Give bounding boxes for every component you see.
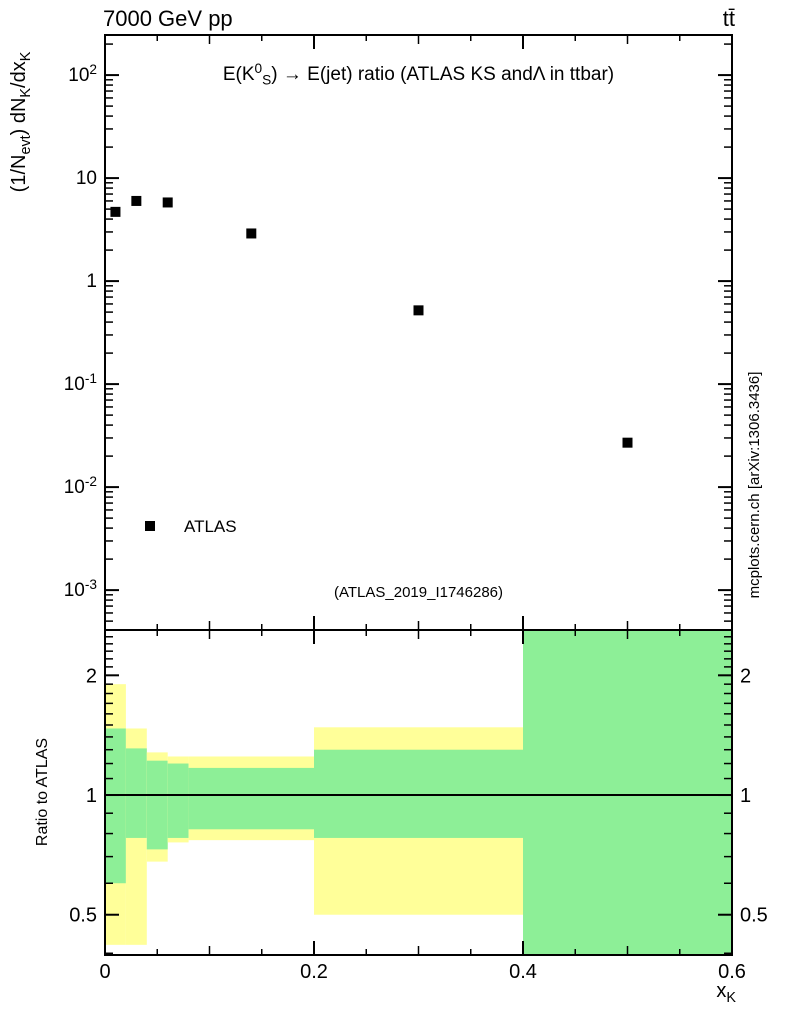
- data-point: [162, 197, 173, 208]
- uncertainty-band-inner: [146, 760, 168, 850]
- data-point: [622, 437, 633, 448]
- beam-energy-label: 7000 GeV pp: [103, 6, 233, 31]
- uncertainty-band-inner: [314, 749, 523, 838]
- y-tick-label: 10: [76, 168, 97, 189]
- y-axis-label: (1/Nevt) dNK/dxK: [8, 51, 34, 192]
- legend-label: ATLAS: [184, 517, 237, 536]
- process-label: tt̄: [722, 6, 735, 31]
- data-point: [131, 195, 142, 206]
- data-point: [246, 228, 257, 239]
- ratio-tick-label-right: 0.5: [740, 905, 768, 927]
- annotation: (ATLAS_2019_I1746286): [334, 584, 503, 601]
- data-point: [413, 305, 424, 316]
- y-tick-label: 1: [86, 271, 97, 292]
- x-tick-label: 0.6: [718, 961, 746, 983]
- legend-marker: [145, 521, 155, 531]
- y-tick-label: 10-2: [64, 474, 97, 498]
- uncertainty-band-inner: [523, 630, 732, 955]
- y-tick-label: 102: [68, 62, 97, 86]
- ratio-tick-label-right: 1: [740, 785, 751, 807]
- top-panel-frame: [104, 34, 733, 631]
- ratio-tick-label-left: 0.5: [69, 905, 97, 927]
- uncertainty-band-inner: [188, 767, 314, 830]
- watermark: mcplots.cern.ch [arXiv:1306.3436]: [746, 372, 763, 599]
- plot-title: E(K0S) → E(jet) ratio (ATLAS KS andΛ in …: [223, 61, 614, 88]
- uncertainty-band-inner: [125, 748, 147, 838]
- uncertainty-band-inner: [167, 763, 189, 838]
- x-axis-label: xK: [716, 980, 736, 1006]
- y-tick-label: 10-1: [64, 371, 97, 395]
- ratio-tick-label-left: 1: [86, 785, 97, 807]
- y-tick-label: 10-3: [64, 577, 97, 601]
- ratio-tick-label-left: 2: [86, 665, 97, 687]
- x-tick-label: 0.4: [509, 961, 537, 983]
- x-tick-label: 0: [99, 961, 110, 983]
- ratio-y-axis-label: Ratio to ATLAS: [34, 738, 51, 846]
- ratio-tick-label-right: 2: [740, 665, 751, 687]
- x-tick-label: 0.2: [300, 961, 328, 983]
- data-point: [110, 206, 121, 217]
- uncertainty-band-inner: [105, 728, 126, 884]
